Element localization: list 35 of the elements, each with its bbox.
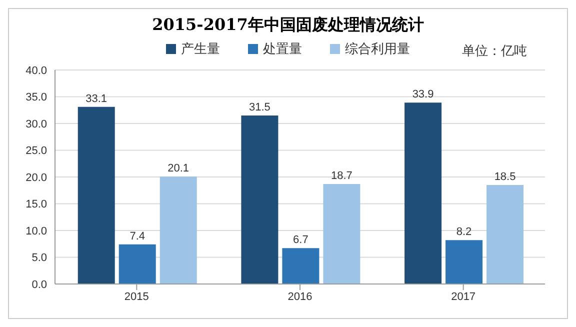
x-tick-label: 2015 (124, 290, 149, 303)
data-label: 33.1 (86, 92, 108, 105)
y-tick-label: 10.0 (26, 225, 47, 238)
y-tick-label: 25.0 (26, 145, 47, 158)
data-label: 20.1 (168, 162, 190, 174)
y-tick-label: 15.0 (26, 198, 47, 211)
y-tick-label: 5.0 (32, 252, 47, 264)
y-tick-label: 30.0 (26, 118, 47, 130)
data-label: 8.2 (456, 226, 472, 238)
bar (78, 106, 115, 284)
data-label: 18.5 (494, 171, 516, 184)
y-tick-label: 40.0 (26, 64, 47, 77)
bar (323, 184, 360, 284)
data-label: 6.7 (293, 234, 308, 246)
x-tick-label: 2017 (451, 290, 476, 303)
x-tick-label: 2016 (288, 290, 312, 303)
legend-label: 综合利用量 (344, 40, 410, 58)
bar (241, 115, 278, 284)
y-tick-label: 35.0 (26, 92, 47, 104)
bar (404, 102, 442, 284)
bar (282, 248, 320, 284)
chart-title: 2015-2017年中国固废处理情况统计 (151, 15, 425, 36)
legend-label: 产生量 (180, 40, 220, 58)
data-label: 31.5 (248, 101, 270, 114)
bar (160, 176, 197, 284)
data-label: 33.9 (412, 88, 434, 101)
y-tick-label: 0.0 (32, 278, 47, 291)
data-label: 7.4 (130, 230, 146, 242)
y-tick-label: 20.0 (26, 172, 47, 184)
bar (446, 240, 483, 284)
text: 单位：亿吨 (462, 42, 527, 60)
data-label: 18.7 (330, 170, 352, 182)
bar (486, 185, 524, 284)
legend-label: 处置量 (262, 40, 302, 58)
bar (118, 244, 156, 284)
